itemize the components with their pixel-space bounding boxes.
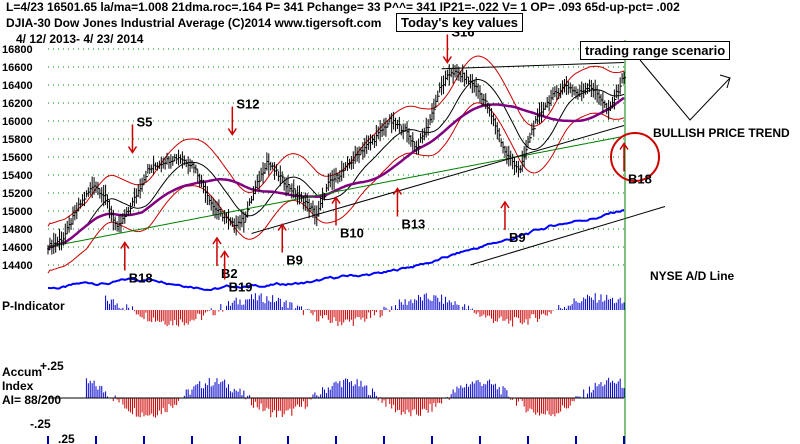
scenario-arrow [639,59,731,121]
support-trendline [251,125,625,234]
signal-arrowhead [220,250,230,258]
ma200-line [47,135,625,248]
signal-arrowhead [442,56,452,64]
accum-bottom-label-2: .25 [58,432,75,444]
signal-arrowhead [619,142,629,150]
y-tick-label: 15000 [2,206,33,218]
ma50-line [46,96,625,251]
ad-line-path [47,209,625,291]
ad-line-label: NYSE A/D Line [650,269,735,283]
y-tick-label: 15400 [2,170,33,182]
y-tick-label: 14600 [2,242,33,254]
ai-value-label: AI= 88/200 [2,393,61,407]
x-axis-ticks [47,436,625,444]
price-gridlines [48,48,624,266]
y-tick-label: 16600 [2,62,33,74]
y-tick-label: 16800 [2,44,33,56]
y-tick-label: 16400 [2,80,33,92]
accum-index-histogram [48,377,625,418]
trend-lines [251,40,731,444]
signal-arrowhead [227,128,237,136]
signal-label: B18 [129,271,153,286]
signal-arrowhead [331,196,341,204]
signal-label: B18 [628,172,652,187]
y-axis-tick-labels: 16800 16600 16400 16200 16000 15800 15600 15400… [2,44,33,272]
y-tick-label: 16000 [2,116,33,128]
envelope-bands [46,55,625,274]
y-tick-label: 14800 [2,224,33,236]
signal-label: S12 [236,97,259,112]
signal-label: B9 [509,230,526,245]
price-bars [47,63,626,255]
y-tick-label: 15600 [2,152,33,164]
b18-highlight-circle [610,132,660,182]
key-values-box: Today's key values [396,13,524,32]
trading-range-box: trading range scenario [580,41,731,60]
index-label: Index [2,379,34,393]
signal-arrowhead [500,200,510,209]
signal-label: B9 [286,253,303,268]
signal-arrowhead [392,187,403,195]
accum-bottom-label: -.25 [30,417,51,431]
signal-arrowhead [120,241,130,249]
y-tick-label: 16200 [2,98,33,110]
accum-top-label: +.25 [40,359,64,373]
signal-label: B19 [229,280,253,295]
y-tick-label: 15800 [2,134,33,146]
header-date-range: 4/ 12/ 2013- 4/ 23/ 2014 [16,32,144,46]
y-tick-label: 14400 [2,260,33,272]
nyse-ad-line [47,209,625,291]
signal-arrowhead [212,236,222,245]
y-tick-label: 15200 [2,188,33,200]
signal-label: S5 [136,115,152,130]
header-line-2: DJIA-30 Dow Jones Industrial Average (C)… [6,16,381,30]
signal-label: B13 [401,217,425,232]
ad-trendline [470,206,666,266]
resistance-trendline [441,62,625,70]
header-line-1: L=4/23 16501.65 la/ma=1.008 21dma.roc=.1… [6,0,680,14]
p-indicator-label: P-Indicator [2,299,65,313]
signal-arrowhead [127,146,138,154]
signal-label: B10 [340,226,364,241]
p-indicator-histogram [105,293,625,327]
accum-label: Accum [2,365,42,379]
signal-arrowhead [277,223,287,231]
bullish-trend-label: BULLISH PRICE TREND [653,126,790,140]
